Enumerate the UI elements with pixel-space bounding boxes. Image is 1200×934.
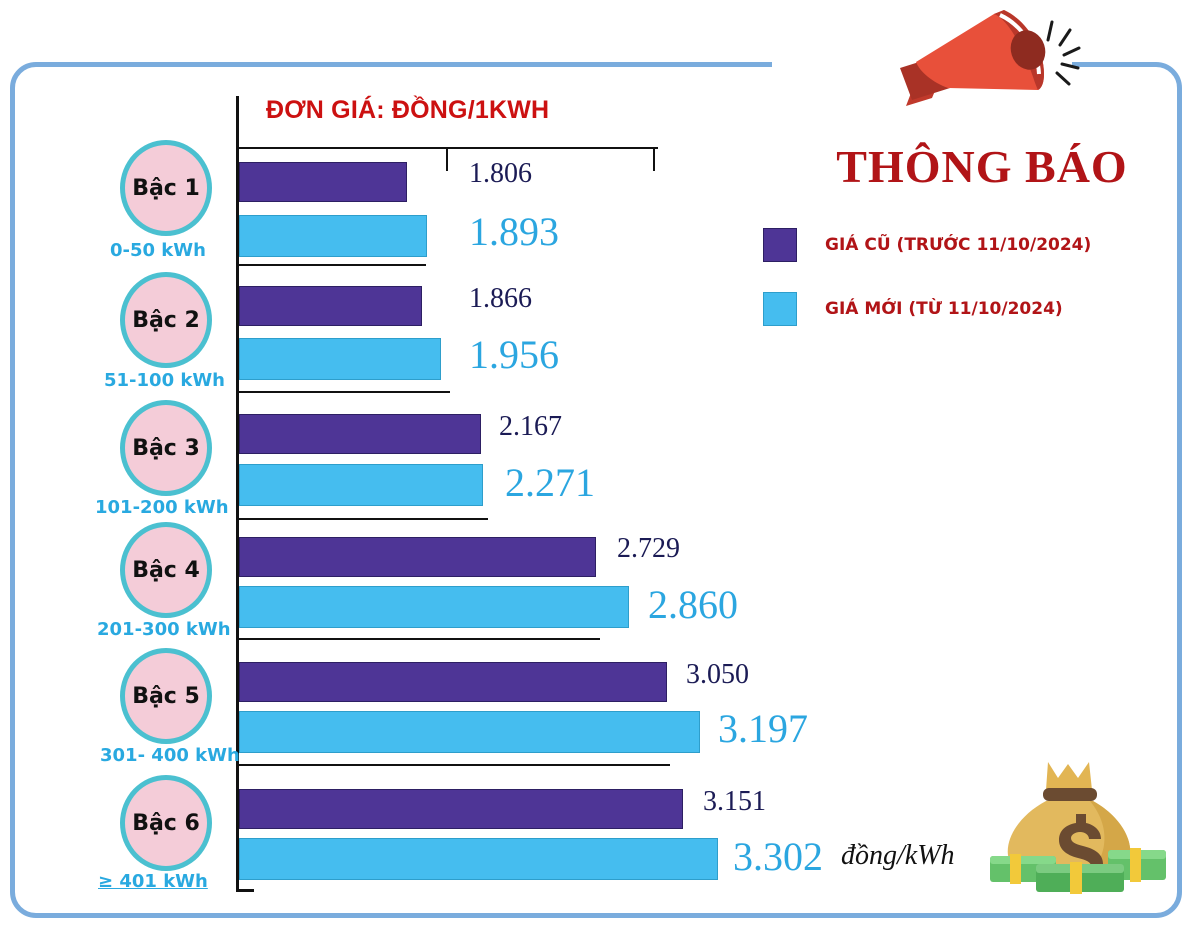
value-old-5: 3.050 (686, 659, 749, 690)
value-old-6: 3.151 (703, 786, 766, 817)
chart-top-tick-2 (653, 149, 655, 171)
bar-new-4 (239, 586, 629, 628)
value-old-1: 1.806 (469, 158, 532, 189)
tier-badge-4: Bậc 4 (120, 522, 212, 618)
tier-range-5: 301- 400 kWh (100, 745, 240, 766)
value-new-1: 1.893 (469, 209, 559, 254)
tier-label-5: Bậc 5 (132, 683, 200, 709)
tier-range-2: 51-100 kWh (104, 370, 225, 391)
value-new-4: 2.860 (648, 582, 738, 627)
bar-new-2 (239, 338, 441, 380)
legend-swatch-new-icon (763, 292, 797, 326)
value-new-2: 1.956 (469, 332, 559, 377)
bar-old-5 (239, 662, 667, 702)
tier-label-6: Bậc 6 (132, 810, 200, 836)
legend-item-new: GIÁ MỚI (TỪ 11/10/2024) (763, 292, 1063, 326)
row-separator-5 (238, 764, 670, 766)
bar-old-2 (239, 286, 422, 326)
bar-new-5 (239, 711, 700, 753)
tier-label-3: Bậc 3 (132, 435, 200, 461)
value-old-3: 2.167 (499, 411, 562, 442)
value-old-2: 1.866 (469, 283, 532, 314)
value-unit-note: đồng/kWh (841, 840, 955, 871)
legend-label-old: GIÁ CŨ (TRƯỚC 11/10/2024) (825, 235, 1092, 255)
tier-badge-3: Bậc 3 (120, 400, 212, 496)
value-old-4: 2.729 (617, 533, 680, 564)
row-separator-2 (238, 391, 450, 393)
legend-swatch-old-icon (763, 228, 797, 262)
tier-range-3: 101-200 kWh (95, 497, 229, 518)
tier-label-2: Bậc 2 (132, 307, 200, 333)
tier-label-1: Bậc 1 (132, 175, 200, 201)
decorative-frame (10, 62, 1182, 918)
value-new-3: 2.271 (505, 460, 595, 505)
tier-badge-5: Bậc 5 (120, 648, 212, 744)
chart-top-rule (238, 147, 658, 149)
bar-new-1 (239, 215, 427, 257)
value-new-5: 3.197 (718, 706, 808, 751)
tier-label-4: Bậc 4 (132, 557, 200, 583)
tier-range-4: 201-300 kWh (97, 619, 231, 640)
row-separator-3 (238, 518, 488, 520)
chart-y-axis (236, 96, 239, 892)
tier-badge-6: Bậc 6 (120, 775, 212, 871)
chart-top-tick-1 (446, 149, 448, 171)
tier-range-1: 0-50 kWh (110, 240, 206, 261)
bar-old-4 (239, 537, 596, 577)
bar-old-3 (239, 414, 481, 454)
bar-new-3 (239, 464, 483, 506)
bar-old-6 (239, 789, 683, 829)
chart-unit-title: ĐƠN GIÁ: ĐỒNG/1KWH (266, 96, 550, 124)
row-separator-1 (238, 264, 426, 266)
bar-old-1 (239, 162, 407, 202)
chart-axis-foot (236, 889, 254, 892)
bar-new-6 (239, 838, 718, 880)
row-separator-4 (238, 638, 600, 640)
tier-badge-1: Bậc 1 (120, 140, 212, 236)
value-new-6: 3.302 (733, 834, 823, 879)
legend-item-old: GIÁ CŨ (TRƯỚC 11/10/2024) (763, 228, 1091, 262)
legend-label-new: GIÁ MỚI (TỪ 11/10/2024) (825, 299, 1063, 319)
money-bag-icon (988, 756, 1168, 896)
announcement-title: THÔNG BÁO (836, 141, 1128, 192)
tier-badge-2: Bậc 2 (120, 272, 212, 368)
megaphone-icon (876, 2, 1096, 112)
tier-range-6: ≥ 401 kWh (98, 871, 208, 892)
